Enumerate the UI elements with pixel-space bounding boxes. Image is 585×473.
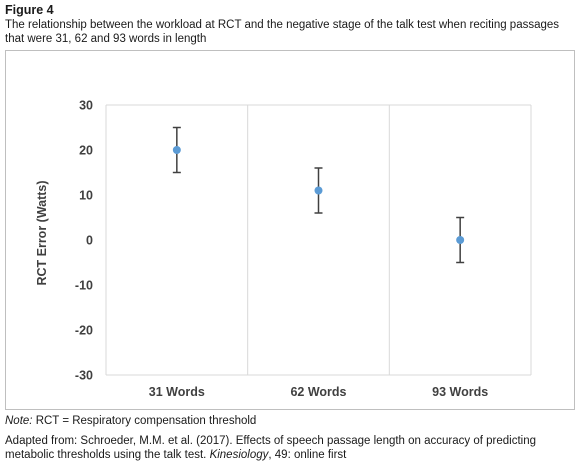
y-tick-label: 20 <box>79 144 93 158</box>
y-tick-label: -10 <box>75 279 93 293</box>
data-point <box>314 186 323 195</box>
y-tick-label: -20 <box>75 324 93 338</box>
figure-caption: The relationship between the workload at… <box>5 19 560 45</box>
figure-label: Figure 4 <box>5 3 54 17</box>
y-tick-label: -30 <box>75 369 93 383</box>
note-prefix: Note: <box>5 415 33 427</box>
data-marks <box>172 126 465 264</box>
chart-frame: 30 20 10 0 -10 -20 -30 31 Words 62 Words 93 Words… <box>5 50 575 410</box>
y-axis-label: RCT Error (Watts) <box>35 180 49 285</box>
axes: 30 20 10 0 -10 -20 -30 31 Words 62 Words 93 Words <box>75 99 488 400</box>
x-tick-label: 62 Words <box>290 385 346 399</box>
source-journal: Kinesiology <box>209 449 269 461</box>
y-tick-label: 30 <box>79 99 93 113</box>
y-tick-label: 0 <box>86 234 93 248</box>
source-text-1: Adapted from: Schroeder, M.M. et al. (20… <box>5 435 536 461</box>
figure-note: Note: RCT = Respiratory compensation thr… <box>5 415 256 427</box>
x-tick-label: 31 Words <box>149 385 205 399</box>
gridlines <box>105 104 532 376</box>
chart-svg: 30 20 10 0 -10 -20 -30 31 Words 62 Words 93 Words… <box>35 99 532 400</box>
x-tick-label: 93 Words <box>432 385 488 399</box>
data-point <box>172 146 181 154</box>
figure-source: Adapted from: Schroeder, M.M. et al. (20… <box>5 434 580 462</box>
data-point <box>456 236 465 244</box>
source-text-2: , 49: online first <box>268 449 347 461</box>
note-text: RCT = Respiratory compensation threshold <box>32 415 257 427</box>
y-tick-label: 10 <box>79 189 93 203</box>
